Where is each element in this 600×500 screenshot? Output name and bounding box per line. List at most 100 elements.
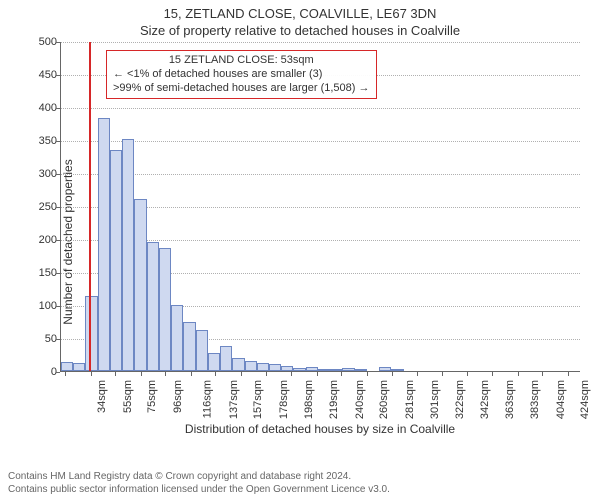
y-tick-label: 450 (39, 69, 57, 81)
y-tick-mark (56, 174, 60, 175)
footer-line-1: Contains HM Land Registry data © Crown c… (8, 471, 390, 484)
x-tick-label: 116sqm (202, 380, 214, 418)
histogram-bar (245, 361, 257, 371)
annotation-line: >99% of semi-detached houses are larger … (113, 82, 370, 96)
x-axis-label: Distribution of detached houses by size … (60, 422, 580, 436)
histogram-bar (379, 367, 391, 371)
y-tick-label: 100 (39, 300, 57, 312)
x-tick-mark (467, 372, 468, 376)
page-title: 15, ZETLAND CLOSE, COALVILLE, LE67 3DN (0, 0, 600, 21)
y-tick-mark (56, 240, 60, 241)
histogram-bar (293, 368, 305, 371)
x-tick-label: 404sqm (555, 380, 567, 419)
page-subtitle: Size of property relative to detached ho… (0, 21, 600, 38)
x-tick-mark (266, 372, 267, 376)
x-tick-label: 424sqm (579, 380, 591, 419)
plot-area: 15 ZETLAND CLOSE: 53sqm← <1% of detached… (60, 42, 580, 372)
chart-container: 15, ZETLAND CLOSE, COALVILLE, LE67 3DN S… (0, 0, 600, 500)
x-tick-mark (141, 372, 142, 376)
x-tick-label: 198sqm (303, 380, 315, 419)
histogram-bar (232, 358, 244, 371)
x-tick-label: 240sqm (354, 380, 366, 419)
histogram-bar (269, 364, 281, 371)
x-tick-mark (115, 372, 116, 376)
x-tick-mark (191, 372, 192, 376)
x-tick-label: 157sqm (253, 380, 265, 419)
y-tick-mark (56, 339, 60, 340)
histogram-bar (281, 366, 293, 371)
x-tick-mark (165, 372, 166, 376)
x-tick-label: 75sqm (146, 380, 158, 413)
x-tick-mark (65, 372, 66, 376)
x-tick-label: 383sqm (529, 380, 541, 419)
x-tick-mark (568, 372, 569, 376)
histogram-bar (134, 199, 146, 371)
x-tick-label: 178sqm (278, 380, 290, 419)
histogram-bar (257, 363, 269, 371)
marker-line (89, 42, 91, 371)
y-tick-mark (56, 108, 60, 109)
histogram-bar (85, 296, 97, 371)
x-tick-mark (215, 372, 216, 376)
histogram-bar (391, 369, 403, 371)
x-tick-label: 219sqm (328, 380, 340, 419)
y-tick-label: 150 (39, 267, 57, 279)
x-tick-label: 322sqm (454, 380, 466, 419)
x-tick-label: 301sqm (429, 380, 441, 419)
y-tick-mark (56, 372, 60, 373)
histogram-bar (61, 362, 73, 371)
x-tick-label: 342sqm (479, 380, 491, 419)
x-tick-mark (367, 372, 368, 376)
x-tick-mark (518, 372, 519, 376)
x-tick-mark (317, 372, 318, 376)
footer-line-2: Contains public sector information licen… (8, 484, 390, 497)
x-tick-label: 260sqm (379, 380, 391, 419)
x-tick-label: 34sqm (96, 380, 108, 413)
histogram-bar (147, 242, 159, 371)
x-tick-label: 363sqm (505, 380, 517, 419)
histogram-bar (196, 330, 208, 371)
annotation-box: 15 ZETLAND CLOSE: 53sqm← <1% of detached… (106, 50, 377, 99)
y-tick-label: 300 (39, 168, 57, 180)
histogram-bar (355, 369, 367, 371)
histogram-bar (171, 305, 183, 371)
histogram-bar (122, 139, 134, 371)
y-tick-label: 500 (39, 36, 57, 48)
x-tick-mark (341, 372, 342, 376)
histogram-bar (208, 353, 220, 371)
x-tick-mark (392, 372, 393, 376)
histogram-bar (306, 367, 318, 371)
x-tick-mark (442, 372, 443, 376)
chart-area: Number of detached properties 15 ZETLAND… (60, 42, 580, 412)
x-tick-mark (492, 372, 493, 376)
y-tick-mark (56, 306, 60, 307)
x-tick-label: 281sqm (404, 380, 416, 419)
x-tick-mark (241, 372, 242, 376)
histogram-bar (159, 248, 171, 371)
y-tick-label: 250 (39, 201, 57, 213)
annotation-line: ← <1% of detached houses are smaller (3) (113, 68, 370, 82)
x-tick-mark (542, 372, 543, 376)
x-tick-mark (91, 372, 92, 376)
histogram-bar (98, 118, 110, 371)
histogram-bar (220, 346, 232, 371)
histogram-bar (183, 322, 195, 372)
y-tick-mark (56, 141, 60, 142)
annotation-line: 15 ZETLAND CLOSE: 53sqm (113, 54, 370, 68)
y-tick-label: 350 (39, 135, 57, 147)
histogram-bar (330, 369, 342, 371)
x-tick-label: 137sqm (228, 380, 240, 419)
x-tick-label: 55sqm (122, 380, 134, 413)
y-tick-label: 200 (39, 234, 57, 246)
histogram-bar (110, 150, 122, 371)
x-tick-label: 96sqm (172, 380, 184, 413)
y-tick-mark (56, 75, 60, 76)
y-tick-mark (56, 42, 60, 43)
x-tick-mark (417, 372, 418, 376)
y-tick-mark (56, 273, 60, 274)
footer-attribution: Contains HM Land Registry data © Crown c… (8, 471, 390, 496)
histogram-bar (73, 363, 85, 371)
histogram-bar (342, 368, 354, 371)
y-tick-label: 400 (39, 102, 57, 114)
x-tick-mark (291, 372, 292, 376)
